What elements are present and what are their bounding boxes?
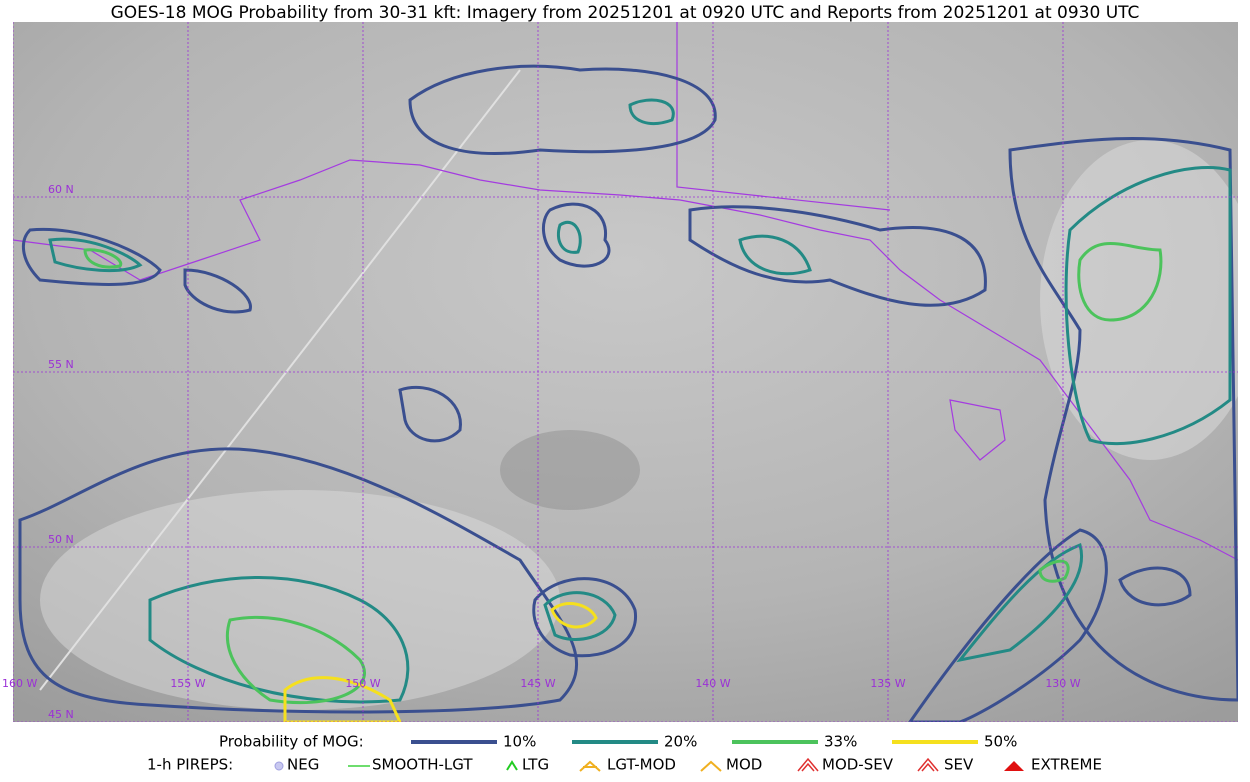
contour	[738, 234, 812, 276]
contour	[183, 268, 252, 314]
legend-label: MOD-SEV	[822, 756, 894, 774]
contour	[83, 248, 123, 269]
cloud-band	[1040, 140, 1238, 460]
pirep-symbol	[506, 760, 518, 771]
contour	[541, 202, 611, 268]
pirep-symbol	[579, 760, 601, 772]
contour	[225, 615, 366, 705]
legend-label: 50%	[984, 733, 1017, 751]
graticule	[13, 22, 1238, 722]
legend-title: Probability of MOG:	[219, 733, 364, 751]
contour	[1077, 242, 1163, 322]
contour	[408, 64, 717, 155]
contours	[18, 64, 1238, 722]
contour	[1118, 566, 1192, 607]
contour	[956, 543, 1083, 663]
legend-label: 33%	[824, 733, 857, 751]
legend-label: SMOOTH-LGT	[372, 756, 473, 774]
map	[13, 22, 1238, 722]
contour	[532, 577, 638, 658]
pirep-symbol	[917, 757, 939, 772]
contour	[556, 221, 582, 254]
cloud-band	[40, 490, 560, 710]
longitude-label: 140 W	[695, 677, 730, 690]
contour	[688, 205, 987, 307]
legend-label: 10%	[503, 733, 536, 751]
satellite-artifact	[39, 69, 521, 691]
legend: Probability of MOG: 10% 20% 33% 50% 1-h PIREP…	[147, 733, 1102, 774]
legend-label: LGT-MOD	[607, 756, 676, 774]
latitude-label: 55 N	[48, 358, 74, 371]
longitude-label: 145 W	[520, 677, 555, 690]
pirep-symbol	[1004, 761, 1024, 771]
contour	[908, 528, 1108, 722]
contour	[1064, 166, 1232, 446]
legend-label: EXTREME	[1031, 756, 1102, 774]
contour	[283, 676, 402, 722]
contour	[398, 385, 462, 443]
longitude-label: 150 W	[345, 677, 380, 690]
contour	[550, 602, 598, 629]
contour	[148, 576, 410, 704]
contour	[48, 237, 143, 273]
cloud-swirl	[500, 430, 640, 510]
legend-label: MOD	[726, 756, 762, 774]
longitude-label: 130 W	[1045, 677, 1080, 690]
coastline	[949, 399, 1006, 461]
longitude-label: 160 W	[2, 677, 37, 690]
contour	[18, 447, 579, 714]
pirep-symbol	[274, 761, 284, 771]
contour	[543, 591, 617, 641]
legend-label: SEV	[944, 756, 974, 774]
pirep-symbol	[797, 757, 819, 772]
latitude-label: 45 N	[48, 708, 74, 721]
legend-label: LTG	[522, 756, 549, 774]
legend-label: NEG	[287, 756, 319, 774]
contour	[21, 227, 162, 286]
latitude-label: 60 N	[48, 183, 74, 196]
contour	[1008, 136, 1238, 702]
longitude-label: 135 W	[870, 677, 905, 690]
latitude-label: 50 N	[48, 533, 74, 546]
pirep-symbol	[700, 760, 722, 772]
legend-label: 20%	[664, 733, 697, 751]
longitude-label: 155 W	[170, 677, 205, 690]
contour	[1038, 559, 1070, 583]
title: GOES-18 MOG Probability from 30-31 kft: …	[111, 3, 1140, 23]
contour	[628, 98, 675, 125]
legend-title: 1-h PIREPS:	[147, 756, 233, 774]
